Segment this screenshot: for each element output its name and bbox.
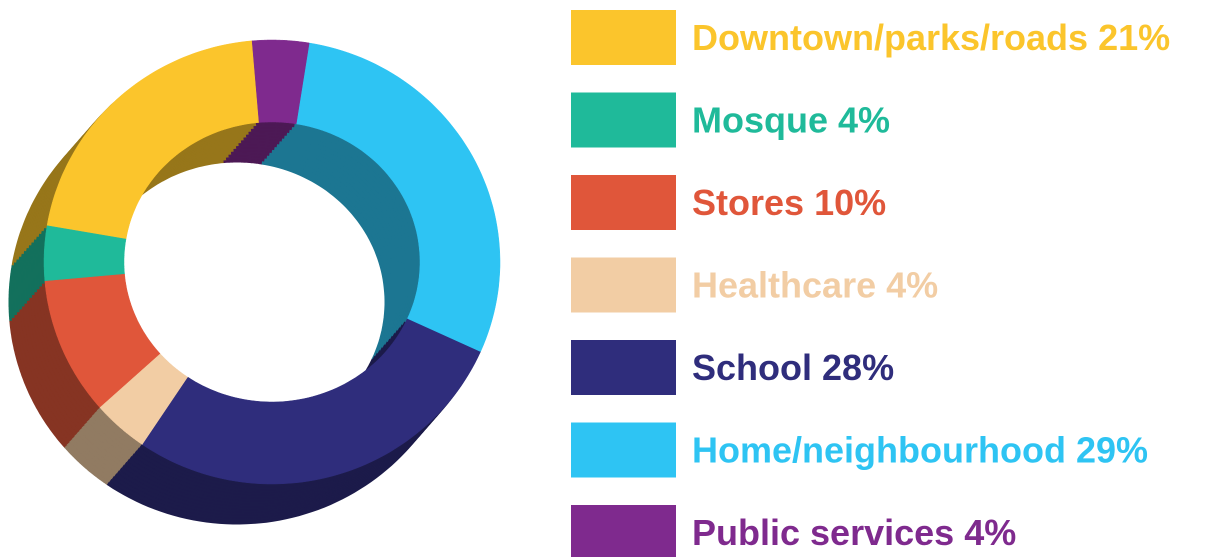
legend-value: 4% — [838, 99, 890, 140]
legend-label: Downtown/parks/roads 21% — [692, 17, 1170, 58]
legend-swatch — [571, 257, 676, 313]
legend-label: School 28% — [692, 347, 894, 388]
legend-swatch — [571, 422, 676, 478]
legend-value: 21% — [1098, 17, 1170, 58]
legend-category: Healthcare — [692, 264, 876, 305]
legend-value: 29% — [1076, 429, 1148, 470]
legend-label: Public services 4% — [692, 512, 1016, 553]
legend-category: Home/neighbourhood — [692, 429, 1066, 470]
legend-value: 4% — [886, 264, 938, 305]
legend-label: Stores 10% — [692, 182, 886, 223]
legend-category: School — [692, 347, 812, 388]
legend-category: Mosque — [692, 99, 828, 140]
legend-label: Healthcare 4% — [692, 264, 938, 305]
legend-value: 28% — [822, 347, 894, 388]
legend-category: Stores — [692, 182, 804, 223]
legend-label: Mosque 4% — [692, 99, 890, 140]
legend-swatch — [571, 340, 676, 395]
legend-value: 10% — [814, 182, 886, 223]
legend-category: Public services — [692, 512, 954, 553]
legend-swatch — [571, 505, 676, 557]
legend-swatch — [571, 92, 676, 148]
legend-value: 4% — [964, 512, 1016, 553]
slice — [251, 39, 310, 125]
legend-swatch — [571, 175, 676, 230]
legend-category: Downtown/parks/roads — [692, 17, 1088, 58]
slice — [142, 318, 481, 485]
legend-swatch — [571, 10, 676, 65]
legend-label: Home/neighbourhood 29% — [692, 429, 1148, 470]
